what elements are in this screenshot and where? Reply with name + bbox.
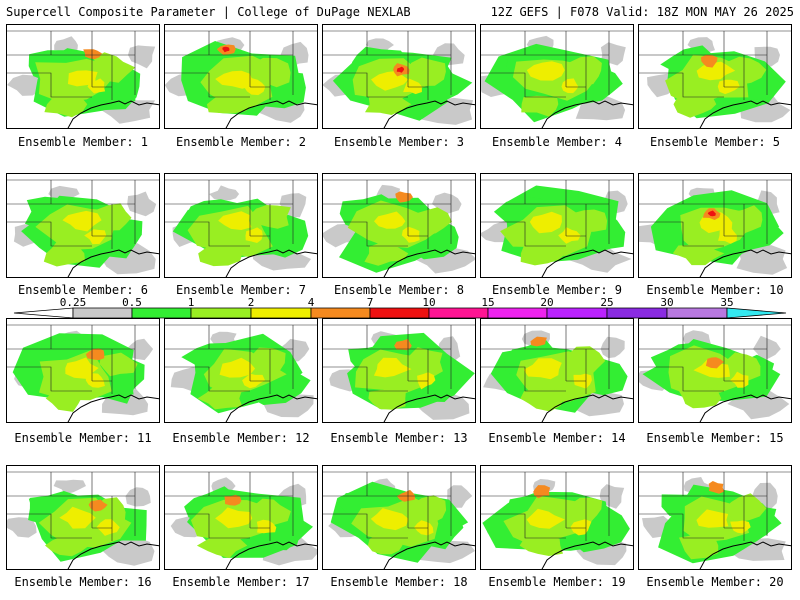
ensemble-member-label: Ensemble Member: 6 bbox=[17, 283, 149, 297]
colorbar-segment bbox=[428, 307, 489, 319]
ensemble-map-panel bbox=[638, 465, 792, 570]
colorbar-segment bbox=[310, 307, 371, 319]
ensemble-member-label: Ensemble Member: 17 bbox=[172, 575, 310, 589]
ensemble-map-panel bbox=[638, 24, 792, 129]
colorbar-tick-label: 20 bbox=[540, 296, 554, 309]
colorbar-tick-label: 1 bbox=[187, 296, 195, 309]
ensemble-map-panel bbox=[638, 173, 792, 278]
colorbar-segment bbox=[72, 307, 133, 319]
ensemble-map-panel bbox=[322, 318, 476, 423]
model-run-info: 12Z GEFS | F078 Valid: 18Z MON MAY 26 20… bbox=[490, 5, 794, 19]
ensemble-member-label: Ensemble Member: 16 bbox=[14, 575, 152, 589]
ensemble-member-label: Ensemble Member: 20 bbox=[646, 575, 784, 589]
colorbar-tick-label: 0.25 bbox=[59, 296, 87, 309]
ensemble-member-label: Ensemble Member: 2 bbox=[175, 135, 307, 149]
colorbar-segment bbox=[726, 307, 787, 319]
colorbar-segment bbox=[369, 307, 430, 319]
ensemble-member-label: Ensemble Member: 3 bbox=[333, 135, 465, 149]
colorbar-segment bbox=[546, 307, 608, 319]
ensemble-map-panel bbox=[164, 318, 318, 423]
colorbar-segment bbox=[13, 307, 74, 319]
ensemble-member-label: Ensemble Member: 14 bbox=[488, 431, 626, 445]
ensemble-map-panel bbox=[6, 24, 160, 129]
colorbar-strip bbox=[13, 307, 787, 319]
ensemble-map-panel bbox=[322, 465, 476, 570]
colorbar-segment bbox=[131, 307, 192, 319]
ensemble-map-panel bbox=[6, 318, 160, 423]
colorbar-tick-label: 7 bbox=[366, 296, 374, 309]
ensemble-map-panel bbox=[164, 24, 318, 129]
ensemble-map-panel bbox=[480, 24, 634, 129]
colorbar-tick-label: 10 bbox=[422, 296, 436, 309]
colorbar-tick-label: 4 bbox=[307, 296, 315, 309]
ensemble-member-label: Ensemble Member: 8 bbox=[333, 283, 465, 297]
ensemble-member-label: Ensemble Member: 7 bbox=[175, 283, 307, 297]
colorbar-tick-label: 25 bbox=[600, 296, 614, 309]
colorbar-tick-label: 35 bbox=[720, 296, 734, 309]
ensemble-member-label: Ensemble Member: 10 bbox=[646, 283, 784, 297]
colorbar-tick-label: 30 bbox=[660, 296, 674, 309]
ensemble-map-panel bbox=[322, 173, 476, 278]
ensemble-member-label: Ensemble Member: 5 bbox=[649, 135, 781, 149]
ensemble-member-label: Ensemble Member: 1 bbox=[17, 135, 149, 149]
colorbar-segment bbox=[250, 307, 312, 319]
ensemble-map-panel bbox=[480, 173, 634, 278]
ensemble-member-label: Ensemble Member: 12 bbox=[172, 431, 310, 445]
colorbar-tick-label: 0.5 bbox=[122, 296, 142, 309]
ensemble-member-label: Ensemble Member: 11 bbox=[14, 431, 152, 445]
colorbar-segment bbox=[666, 307, 728, 319]
colorbar-segment bbox=[606, 307, 668, 319]
colorbar-segment bbox=[487, 307, 548, 319]
ensemble-member-label: Ensemble Member: 4 bbox=[491, 135, 623, 149]
ensemble-map-panel bbox=[6, 173, 160, 278]
ensemble-member-label: Ensemble Member: 19 bbox=[488, 575, 626, 589]
ensemble-map-panel bbox=[322, 24, 476, 129]
ensemble-map-panel bbox=[638, 318, 792, 423]
ensemble-map-panel bbox=[6, 465, 160, 570]
ensemble-map-panel bbox=[480, 465, 634, 570]
ensemble-member-label: Ensemble Member: 9 bbox=[491, 283, 623, 297]
ensemble-map-panel bbox=[480, 318, 634, 423]
ensemble-member-label: Ensemble Member: 15 bbox=[646, 431, 784, 445]
ensemble-member-label: Ensemble Member: 13 bbox=[330, 431, 468, 445]
ensemble-member-label: Ensemble Member: 18 bbox=[330, 575, 468, 589]
colorbar-segment bbox=[190, 307, 252, 319]
colorbar-tick-label: 15 bbox=[481, 296, 495, 309]
ensemble-map-panel bbox=[164, 173, 318, 278]
ensemble-map-panel bbox=[164, 465, 318, 570]
page-title: Supercell Composite Parameter | College … bbox=[6, 5, 411, 19]
colorbar-tick-label: 2 bbox=[247, 296, 255, 309]
